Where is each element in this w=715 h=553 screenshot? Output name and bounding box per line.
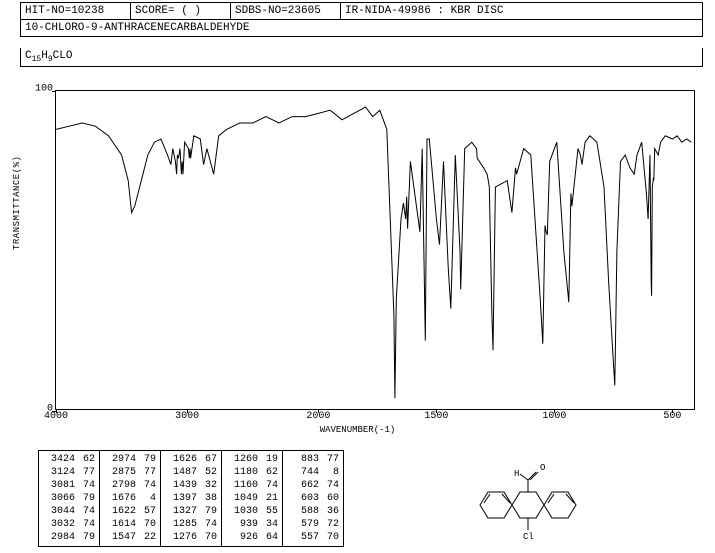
- peak-row: 308174: [39, 479, 99, 492]
- atom-h: H: [514, 469, 519, 479]
- peak-column: 2974792875772798741676416225716147015472…: [100, 451, 161, 546]
- peak-row: 55770: [283, 531, 343, 544]
- peak-column: 1260191180621160741049211030559393492664: [222, 451, 283, 546]
- peak-row: 162667: [161, 453, 221, 466]
- y-axis-label: TRANSMITTANCE(%): [12, 156, 22, 250]
- peak-row: 154722: [100, 531, 160, 544]
- molecular-structure: O H Cl: [460, 450, 580, 540]
- peak-row: 297479: [100, 453, 160, 466]
- y-tick-label: 100: [35, 84, 56, 95]
- compound-name: 10-CHLORO-9-ANTHRACENECARBALDEHYDE: [20, 20, 703, 37]
- peak-row: 342462: [39, 453, 99, 466]
- peak-row: 118062: [222, 466, 282, 479]
- atom-o: O: [540, 463, 545, 473]
- peak-row: 7448: [283, 466, 343, 479]
- header: HIT-NO=10238 SCORE= ( ) SDBS-NO=23605 IR…: [20, 2, 703, 67]
- molecular-formula: C15H9CLO: [20, 48, 703, 67]
- peak-row: 127670: [161, 531, 221, 544]
- peak-row: 66274: [283, 479, 343, 492]
- peak-row: 312477: [39, 466, 99, 479]
- peak-row: 298479: [39, 531, 99, 544]
- peak-row: 139738: [161, 492, 221, 505]
- peak-row: 306679: [39, 492, 99, 505]
- peak-row: 60360: [283, 492, 343, 505]
- peak-row: 162257: [100, 505, 160, 518]
- peak-column: 8837774486627460360588365797255770: [283, 451, 343, 546]
- peak-column: 1626671487521439321397381327791285741276…: [161, 451, 222, 546]
- peak-row: 304474: [39, 505, 99, 518]
- peak-row: 116074: [222, 479, 282, 492]
- peak-row: 57972: [283, 518, 343, 531]
- peak-row: 303274: [39, 518, 99, 531]
- peak-row: 93934: [222, 518, 282, 531]
- peak-row: 161470: [100, 518, 160, 531]
- hit-no: HIT-NO=10238: [21, 3, 131, 19]
- peak-row: 104921: [222, 492, 282, 505]
- peak-column: 3424623124773081743066793044743032742984…: [39, 451, 100, 546]
- peak-row: 103055: [222, 505, 282, 518]
- peak-row: 58836: [283, 505, 343, 518]
- peak-row: 92664: [222, 531, 282, 544]
- peak-row: 128574: [161, 518, 221, 531]
- atom-cl: Cl: [523, 532, 534, 540]
- peak-row: 126019: [222, 453, 282, 466]
- peak-row: 132779: [161, 505, 221, 518]
- score: SCORE= ( ): [131, 3, 231, 19]
- peak-table: 3424623124773081743066793044743032742984…: [38, 450, 344, 547]
- x-axis-label: WAVENUMBER(-1): [0, 425, 715, 435]
- ir-spectrum-chart: 010040003000200015001000500: [55, 90, 695, 410]
- spectrum-line: [56, 91, 696, 411]
- ir-id: IR-NIDA-49986 : KBR DISC: [341, 3, 702, 19]
- peak-row: 287577: [100, 466, 160, 479]
- peak-row: 143932: [161, 479, 221, 492]
- sdbs-no: SDBS-NO=23605: [231, 3, 341, 19]
- peak-row: 279874: [100, 479, 160, 492]
- peak-row: 16764: [100, 492, 160, 505]
- peak-row: 88377: [283, 453, 343, 466]
- peak-row: 148752: [161, 466, 221, 479]
